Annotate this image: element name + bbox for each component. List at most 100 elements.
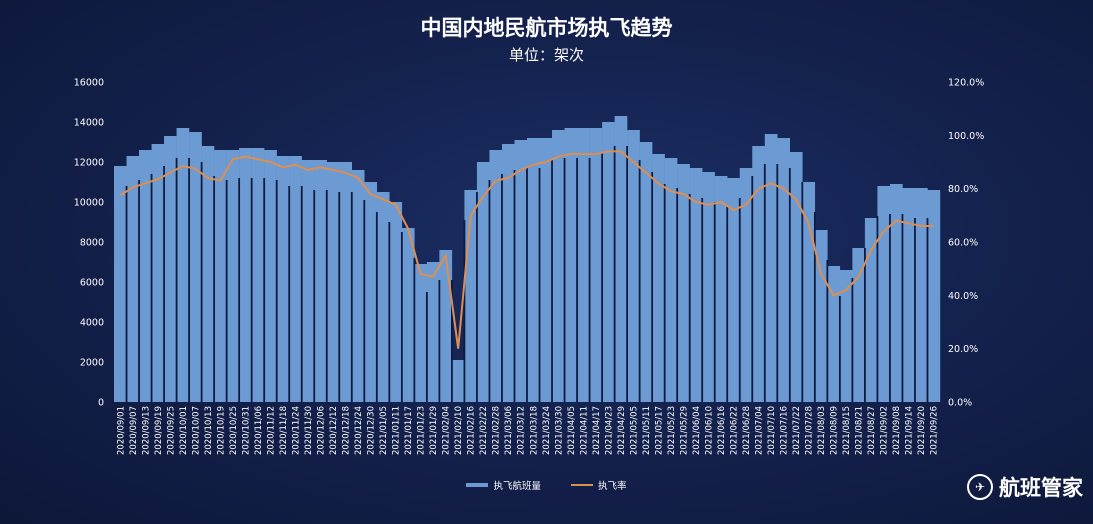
x-tick-label: 2021/09/26 [930, 406, 940, 455]
bar [614, 116, 628, 402]
x-tick-label: 2020/10/13 [204, 406, 214, 455]
x-tick-label: 2021/08/03 [817, 406, 827, 455]
x-tick-label: 2021/08/21 [855, 406, 865, 455]
bar [889, 184, 903, 402]
bar [514, 140, 528, 402]
x-tick-label: 2021/02/10 [454, 406, 464, 455]
x-tick-label: 2020/11/06 [254, 406, 264, 455]
x-tick-label: 2021/05/05 [629, 406, 639, 455]
x-tick-label: 2021/01/29 [429, 406, 439, 455]
x-tick-label: 2020/12/06 [317, 406, 327, 455]
bar [539, 138, 553, 402]
x-tick-label: 2020/12/24 [354, 406, 364, 455]
x-tick-label: 2021/07/16 [780, 406, 790, 455]
x-tick-label: 2020/10/31 [241, 406, 251, 455]
bar [877, 186, 891, 402]
bar [714, 176, 728, 402]
x-tick-label: 2021/07/22 [792, 406, 802, 455]
x-tick-label: 2021/06/10 [704, 406, 714, 455]
x-tick-label: 2020/09/01 [116, 406, 126, 455]
bar [139, 150, 152, 402]
x-tick-label: 2020/10/07 [191, 406, 201, 455]
x-tick-label: 2020/11/30 [304, 406, 314, 455]
legend-label-rate: 执飞率 [598, 481, 627, 492]
bar [264, 150, 277, 402]
x-tick-label: 2020/11/12 [266, 406, 276, 455]
x-tick-label: 2020/10/19 [216, 406, 226, 455]
brand-name: 航班管家 [999, 476, 1083, 500]
bar [226, 150, 240, 402]
x-tick-label: 2021/02/16 [467, 406, 477, 455]
bar-series [114, 116, 941, 402]
bar [126, 156, 140, 402]
right-axis-ticks: 0.0% 20.0% 40.0% 60.0% 80.0% 100.0% 120.0% [948, 78, 984, 409]
bar [864, 218, 878, 402]
x-tick-label: 2021/03/24 [542, 406, 552, 455]
bar [927, 190, 941, 402]
bar [476, 162, 490, 402]
x-tick-label: 2020/11/18 [279, 406, 289, 455]
y-left-tick-label: 14000 [74, 118, 104, 129]
y-right-tick-label: 0.0% [948, 398, 972, 409]
y-right-tick-label: 60.0% [948, 238, 978, 249]
bar [552, 130, 565, 402]
bar [677, 164, 690, 402]
bar [914, 188, 928, 402]
x-tick-label: 2020/12/12 [329, 406, 339, 455]
x-tick-label: 2021/04/11 [579, 406, 589, 455]
x-tick-label: 2021/05/17 [654, 406, 664, 455]
chart-title: 中国内地民航市场执飞趋势 [420, 16, 673, 40]
left-axis-ticks: 0 2000 4000 6000 8000 10000 12000 14000 16000 [74, 78, 104, 409]
bar [189, 132, 202, 402]
bar [401, 228, 415, 402]
legend: 执飞航班量 执飞率 [0, 478, 1093, 492]
y-left-tick-label: 2000 [80, 358, 104, 369]
x-tick-label: 2021/02/28 [492, 406, 502, 455]
bar [276, 156, 290, 402]
x-tick-label: 2021/05/11 [642, 406, 652, 455]
y-right-tick-label: 100.0% [948, 131, 984, 142]
x-tick-label: 2021/05/29 [679, 406, 689, 455]
bar [652, 154, 665, 402]
plane-logo-icon: ✈ [967, 474, 993, 500]
x-tick-label: 2021/07/28 [805, 406, 815, 455]
x-tick-label: 2021/07/10 [767, 406, 777, 455]
x-tick-label: 2020/09/25 [166, 406, 176, 455]
bar [214, 150, 227, 402]
bar [364, 182, 378, 402]
x-tick-label: 2020/12/18 [342, 406, 352, 455]
legend-item-rate[interactable]: 执飞率 [571, 478, 627, 492]
bar [351, 170, 365, 402]
legend-label-flights: 执飞航班量 [493, 481, 541, 492]
legend-item-flights[interactable]: 执飞航班量 [466, 478, 541, 492]
bar [239, 148, 252, 402]
x-tick-label: 2021/08/15 [842, 406, 852, 455]
bar [764, 134, 778, 402]
bar [451, 360, 465, 402]
bar [727, 178, 740, 402]
bar [501, 144, 515, 402]
bar [577, 128, 590, 402]
x-tick-label: 2021/09/20 [917, 406, 927, 455]
bar [627, 130, 640, 402]
bar [251, 148, 265, 402]
x-tick-label: 2021/01/23 [417, 406, 427, 455]
brand-watermark: ✈ 航班管家 [967, 472, 1083, 502]
x-tick-label: 2021/06/28 [742, 406, 752, 455]
bar [639, 142, 653, 402]
x-tick-label: 2020/10/25 [229, 406, 239, 455]
y-left-tick-label: 10000 [74, 198, 104, 209]
x-tick-label: 2020/09/19 [154, 406, 164, 455]
bar [289, 156, 302, 402]
x-tick-label: 2021/01/05 [379, 406, 389, 455]
x-tick-label: 2021/06/16 [717, 406, 727, 455]
x-tick-label: 2020/09/07 [129, 406, 139, 455]
x-tick-label: 2021/04/23 [604, 406, 614, 455]
x-tick-label: 2021/03/06 [504, 406, 514, 455]
bar [114, 166, 127, 402]
y-right-tick-label: 80.0% [948, 184, 978, 195]
x-tick-label: 2021/06/22 [730, 406, 740, 455]
x-tick-label: 2021/09/02 [880, 406, 890, 455]
x-tick-label: 2021/04/05 [567, 406, 577, 455]
